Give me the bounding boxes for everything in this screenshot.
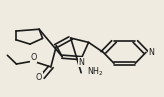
Text: O: O — [31, 53, 37, 62]
Text: N: N — [79, 58, 84, 67]
Text: NH$_2$: NH$_2$ — [87, 66, 104, 78]
Text: O: O — [36, 73, 42, 82]
Text: N: N — [148, 48, 154, 57]
